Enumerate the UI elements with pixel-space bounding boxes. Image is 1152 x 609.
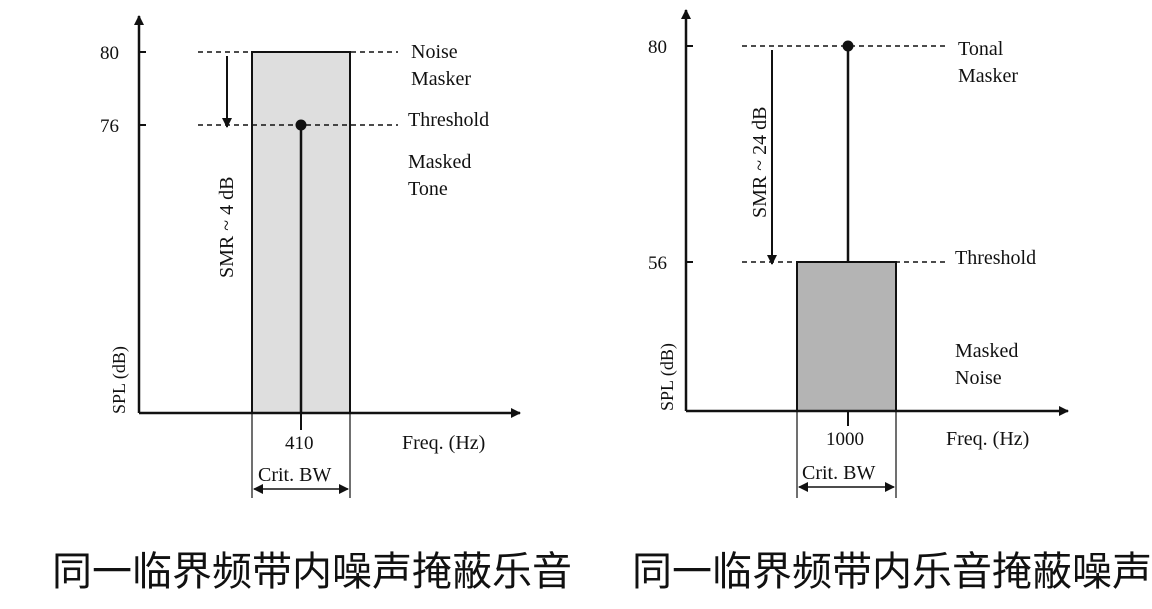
- left-threshold-label: Threshold: [408, 109, 489, 131]
- right-threshold-label: Threshold: [955, 247, 1036, 269]
- left-tick-80: 80: [100, 43, 119, 64]
- right-crit-bw-label: Crit. BW: [802, 462, 875, 484]
- right-masked-noise-label-1: Masked: [955, 340, 1018, 362]
- right-x-axis-label: Freq. (Hz): [946, 428, 1029, 450]
- left-tick-76: 76: [100, 116, 119, 137]
- right-caption: 同一临界频带内乐音掩蔽噪声: [632, 549, 1152, 595]
- right-freq-value: 1000: [826, 429, 864, 450]
- right-figure: 80 56 SMR ~ 24 dB Tonal Masker Threshold…: [632, 9, 1152, 595]
- left-figure: 80 76 SMR ~ 4 dB Noise Masker Threshold …: [52, 15, 572, 595]
- left-freq-value: 410: [285, 433, 314, 454]
- left-masked-tone-label-1: Masked: [408, 151, 471, 173]
- left-noise-masker-label-1: Noise: [411, 41, 458, 63]
- left-noise-masker-label-2: Masker: [411, 68, 471, 90]
- left-x-axis-label: Freq. (Hz): [402, 432, 485, 454]
- right-y-axis-label: SPL (dB): [657, 343, 678, 411]
- left-smr-label: SMR ~ 4 dB: [216, 177, 238, 278]
- left-masked-tone-label-2: Tone: [408, 178, 448, 200]
- right-masked-noise-label-2: Noise: [955, 367, 1002, 389]
- right-tonal-masker-label-1: Tonal: [958, 38, 1004, 60]
- right-tick-80: 80: [648, 37, 667, 58]
- right-tick-56: 56: [648, 253, 667, 274]
- left-masked-tone-dot: [295, 119, 307, 131]
- left-crit-bw-label: Crit. BW: [258, 464, 331, 486]
- left-caption: 同一临界频带内噪声掩蔽乐音: [52, 549, 572, 595]
- right-tonal-masker-dot: [842, 40, 854, 52]
- right-critical-band: [796, 261, 897, 412]
- right-smr-label: SMR ~ 24 dB: [749, 107, 771, 218]
- right-tonal-masker-label-2: Masker: [958, 65, 1018, 87]
- left-y-axis-label: SPL (dB): [109, 346, 130, 414]
